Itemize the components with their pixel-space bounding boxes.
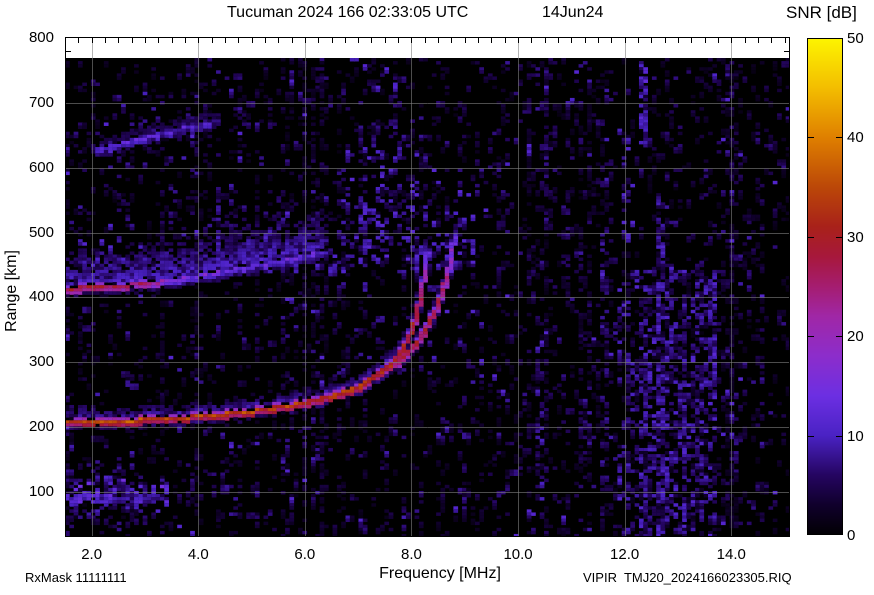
x-tick-label: 10.0 [503, 546, 533, 563]
colorbar-tick-label: 0 [847, 527, 856, 544]
y-tick-label: 600 [28, 158, 54, 176]
filename-text: VIPIR TMJ20_2024166023305.RIQ [583, 570, 792, 585]
y-tick-label: 100 [28, 483, 54, 500]
colorbar-tick-label: 50 [847, 30, 864, 47]
y-tick-label: 200 [28, 418, 54, 436]
y-tick-label: 300 [28, 353, 54, 371]
x-tick-label: 2.0 [81, 546, 103, 563]
colorbar-tick-label: 30 [847, 228, 864, 246]
page-title: Tucuman 2024 166 02:33:05 UTC [227, 4, 469, 21]
y-tick-label: 800 [28, 28, 54, 46]
y-tick-label: 700 [28, 93, 54, 111]
colorbar-title: SNR [dB] [786, 3, 857, 22]
y-tick-label: 500 [28, 223, 54, 241]
x-tick-label: 4.0 [187, 546, 209, 563]
rxmask-text: RxMask 11111111 [25, 570, 127, 585]
x-tick-label: 14.0 [716, 546, 746, 563]
ionogram-plot-canvas [65, 37, 790, 537]
y-tick-label: 400 [28, 288, 54, 306]
colorbar-tick-label: 20 [847, 328, 864, 346]
x-tick-label: 8.0 [401, 546, 422, 563]
x-tick-label: 6.0 [294, 546, 316, 563]
colorbar-tick-label: 10 [847, 427, 864, 445]
page-date: 14Jun24 [542, 4, 604, 21]
x-axis-label: Frequency [MHz] [379, 565, 501, 582]
x-tick-label: 12.0 [610, 546, 640, 563]
colorbar-canvas [807, 38, 843, 535]
colorbar-tick-label: 40 [847, 129, 864, 147]
